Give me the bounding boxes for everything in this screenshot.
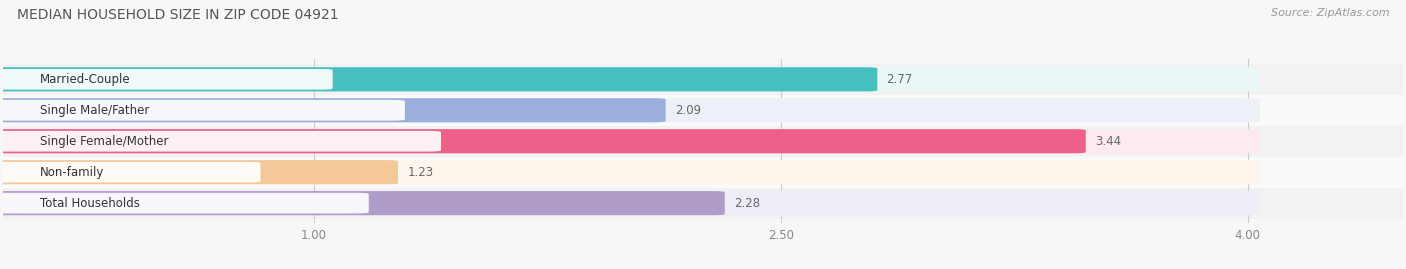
- FancyBboxPatch shape: [0, 100, 405, 121]
- Bar: [3, 95, 1403, 126]
- FancyBboxPatch shape: [0, 162, 260, 183]
- FancyBboxPatch shape: [0, 69, 333, 90]
- Bar: [3, 126, 1403, 157]
- Text: Married-Couple: Married-Couple: [41, 73, 131, 86]
- Text: Single Female/Mother: Single Female/Mother: [41, 135, 169, 148]
- Text: Total Households: Total Households: [41, 197, 141, 210]
- Text: 2.77: 2.77: [887, 73, 912, 86]
- Text: 2.28: 2.28: [734, 197, 761, 210]
- FancyBboxPatch shape: [0, 193, 368, 214]
- Text: 1.23: 1.23: [408, 166, 433, 179]
- Text: Single Male/Father: Single Male/Father: [41, 104, 149, 117]
- Text: MEDIAN HOUSEHOLD SIZE IN ZIP CODE 04921: MEDIAN HOUSEHOLD SIZE IN ZIP CODE 04921: [17, 8, 339, 22]
- FancyBboxPatch shape: [0, 67, 1260, 91]
- Text: 2.09: 2.09: [675, 104, 702, 117]
- FancyBboxPatch shape: [0, 98, 1260, 122]
- Text: Non-family: Non-family: [41, 166, 104, 179]
- FancyBboxPatch shape: [0, 131, 441, 151]
- Text: 3.44: 3.44: [1095, 135, 1121, 148]
- FancyBboxPatch shape: [0, 67, 877, 91]
- FancyBboxPatch shape: [0, 129, 1085, 153]
- Bar: [3, 64, 1403, 95]
- FancyBboxPatch shape: [0, 98, 665, 122]
- FancyBboxPatch shape: [0, 129, 1260, 153]
- FancyBboxPatch shape: [0, 160, 1260, 184]
- FancyBboxPatch shape: [0, 191, 1260, 215]
- FancyBboxPatch shape: [0, 191, 724, 215]
- Text: Source: ZipAtlas.com: Source: ZipAtlas.com: [1271, 8, 1389, 18]
- FancyBboxPatch shape: [0, 160, 398, 184]
- Bar: [3, 157, 1403, 188]
- Bar: [3, 188, 1403, 219]
